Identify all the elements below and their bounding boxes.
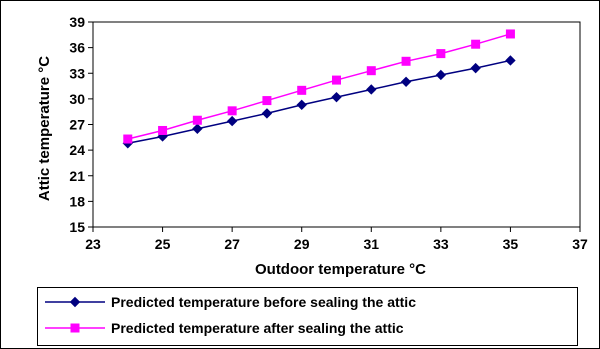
data-point	[297, 85, 307, 95]
x-tick-label: 37	[572, 236, 588, 252]
data-point	[69, 296, 81, 308]
legend: Predicted temperature before sealing the…	[37, 287, 578, 346]
axes: 15 18 21 24 27 30 33 36 39 23 25 27 29 31 33 35 37	[69, 14, 588, 252]
data-point	[192, 123, 203, 134]
data-point	[401, 56, 411, 66]
data-point	[436, 49, 446, 59]
data-point	[505, 55, 516, 66]
x-tick-label: 27	[224, 236, 240, 252]
y-tick-label: 18	[69, 193, 85, 209]
x-tick-label: 35	[503, 236, 519, 252]
series-line	[127, 33, 511, 140]
y-tick-label: 36	[69, 40, 85, 56]
x-tick-label: 33	[433, 236, 449, 252]
series-2	[123, 29, 515, 144]
x-tick-label: 25	[155, 236, 171, 252]
legend-item: Predicted temperature after sealing the …	[45, 320, 404, 336]
x-axis-label: Outdoor temperature °C	[255, 261, 426, 278]
data-point	[470, 62, 481, 74]
legend-item: Predicted temperature before sealing the…	[45, 294, 416, 310]
data-point	[192, 115, 202, 125]
series-1	[122, 55, 516, 149]
data-point	[366, 84, 377, 95]
series-layer	[122, 29, 516, 149]
data-point	[471, 39, 481, 49]
data-point	[296, 99, 307, 111]
data-point	[70, 323, 80, 333]
series-line	[127, 59, 511, 145]
x-tick-label: 23	[85, 236, 101, 252]
legend-label: Predicted temperature before sealing the…	[111, 294, 416, 310]
data-point	[331, 91, 342, 103]
data-point	[226, 115, 238, 127]
legend-label: Predicted temperature after sealing the …	[111, 320, 404, 336]
data-point	[158, 125, 168, 135]
data-point	[261, 108, 273, 119]
data-point	[435, 69, 447, 81]
data-point	[123, 134, 133, 144]
data-point	[400, 76, 412, 87]
y-tick-label: 33	[69, 65, 85, 81]
y-tick-label: 27	[69, 117, 85, 133]
y-tick-label: 15	[69, 219, 85, 235]
x-tick-label: 31	[363, 236, 379, 252]
y-tick-label: 30	[69, 91, 85, 107]
x-tick-label: 29	[294, 236, 310, 252]
y-tick-label: 21	[69, 168, 85, 184]
data-point	[332, 75, 341, 85]
data-point	[227, 106, 237, 116]
legend-box	[37, 287, 578, 346]
y-tick-label: 24	[69, 142, 85, 158]
data-point	[262, 96, 272, 106]
data-point	[505, 29, 515, 39]
y-tick-label: 39	[69, 14, 85, 30]
data-point	[366, 66, 376, 76]
y-axis-label: Attic temperature °C	[36, 56, 53, 201]
